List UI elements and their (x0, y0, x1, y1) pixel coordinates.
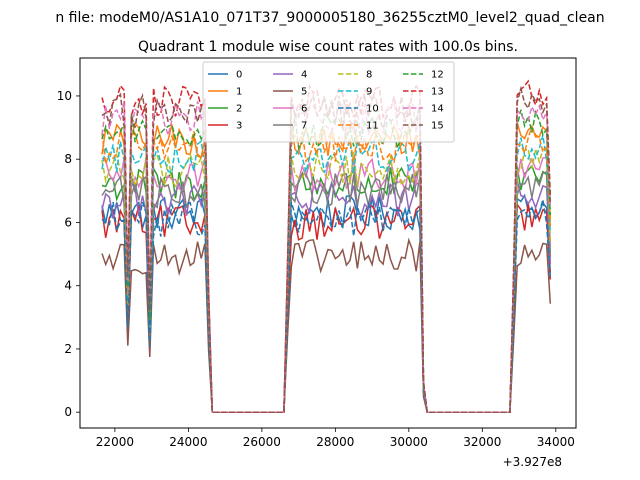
chart-suptitle: n file: modeM0/AS1A10_071T37_9000005180_… (55, 10, 604, 26)
legend-label-15: 15 (431, 121, 444, 132)
y-tick-label: 2 (64, 342, 72, 356)
legend-label-0: 0 (236, 70, 242, 81)
x-tick-label: 34000 (537, 435, 575, 449)
legend-label-4: 4 (301, 70, 307, 81)
legend-label-7: 7 (301, 121, 307, 132)
series-line-12 (101, 109, 552, 413)
legend-label-12: 12 (431, 70, 444, 81)
legend-label-14: 14 (431, 104, 444, 115)
legend-label-11: 11 (366, 121, 379, 132)
y-tick-label: 4 (64, 279, 72, 293)
series-line-5 (101, 237, 552, 413)
legend-box (202, 61, 455, 143)
chart-title: Quadrant 1 module wise count rates with … (138, 39, 518, 55)
series-line-11 (101, 124, 552, 413)
y-tick-label: 0 (64, 405, 72, 419)
legend-label-13: 13 (431, 87, 444, 98)
x-tick-label: 22000 (96, 435, 134, 449)
x-tick-label: 28000 (316, 435, 354, 449)
series-line-10 (101, 199, 552, 413)
x-tick-label: 26000 (243, 435, 281, 449)
x-tick-label: 24000 (169, 435, 207, 449)
x-tick-label: 32000 (463, 435, 501, 449)
y-tick-label: 8 (64, 152, 72, 166)
x-axis: 22000 24000 26000 28000 30000 32000 34000 (96, 428, 575, 449)
series-line-0 (101, 193, 552, 413)
x-offset-label: +3.927e8 (503, 455, 562, 469)
plot-frame (79, 57, 577, 429)
legend-label-6: 6 (301, 104, 307, 115)
legend-label-1: 1 (236, 87, 242, 98)
series-line-2 (101, 164, 552, 413)
legend-label-8: 8 (366, 70, 372, 81)
y-tick-label: 10 (57, 89, 72, 103)
legend-label-5: 5 (301, 87, 307, 98)
y-tick-label: 6 (64, 215, 72, 229)
legend-label-9: 9 (366, 87, 372, 98)
legend-label-10: 10 (366, 104, 379, 115)
legend-label-3: 3 (236, 121, 242, 132)
series-line-3 (101, 202, 552, 413)
y-axis: 0 2 4 6 8 10 (57, 89, 80, 419)
x-tick-label: 30000 (390, 435, 428, 449)
legend-label-2: 2 (236, 104, 242, 115)
